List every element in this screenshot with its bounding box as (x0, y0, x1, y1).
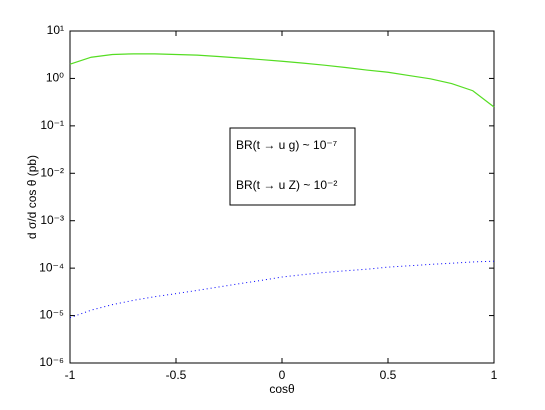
x-tick-label: -1 (65, 368, 76, 382)
y-tick-label: 10⁻¹ (40, 118, 64, 132)
y-tick-label: 10⁻² (40, 165, 64, 179)
x-tick-label: 0.5 (380, 368, 397, 382)
y-tick-label: 10⁻⁴ (39, 260, 64, 274)
x-tick-label: 1 (491, 368, 498, 382)
y-axis-label: d σ/d cos θ (pb) (25, 155, 39, 239)
y-tick-label: 10⁻⁵ (39, 308, 64, 322)
x-axis-label: cosθ (269, 382, 295, 396)
y-tick-label: 10¹ (47, 23, 64, 37)
annotation: BR(t → u g) ~ 10⁻⁷ (236, 138, 337, 152)
y-tick-label: 10⁰ (46, 71, 64, 85)
series-line (69, 260, 495, 319)
series-line (69, 53, 495, 108)
y-tick-label: 10⁻⁶ (39, 355, 64, 369)
y-tick-label: 10⁻³ (40, 213, 64, 227)
x-tick-label: -0.5 (166, 368, 187, 382)
x-tick-label: 0 (279, 368, 286, 382)
annotation-box (229, 127, 356, 206)
annotation: BR(t → u Z) ~ 10⁻² (236, 178, 337, 192)
